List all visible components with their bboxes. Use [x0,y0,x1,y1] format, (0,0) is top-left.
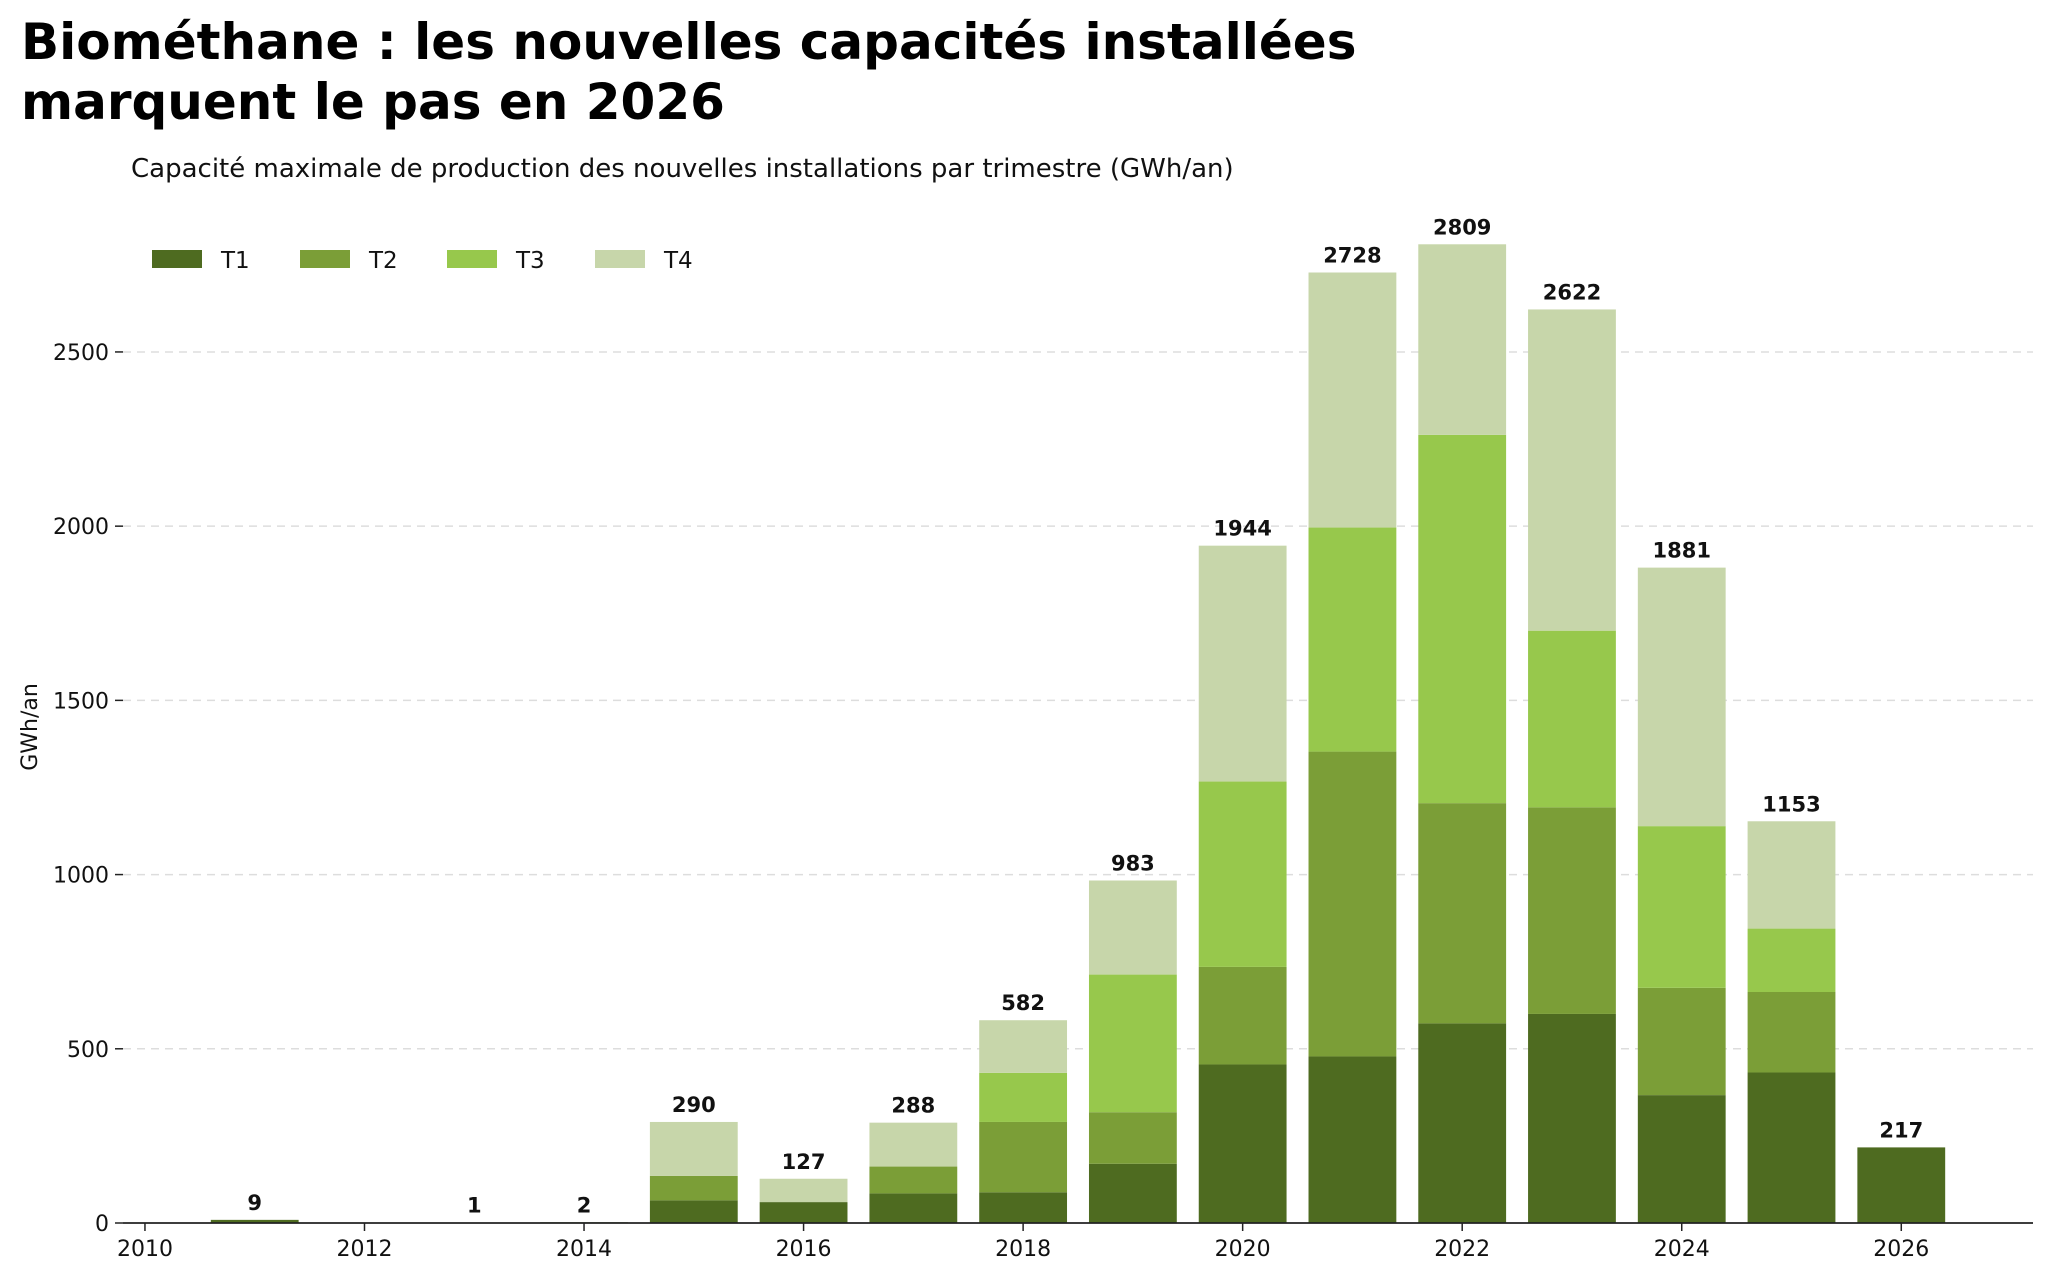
y-tick-label: 2000 [53,515,109,540]
bar-segment-t4 [1747,821,1836,929]
x-tick-label: 2018 [995,1237,1051,1262]
x-tick-label: 2016 [776,1237,832,1262]
total-value-label: 2809 [1433,215,1491,239]
chart-title: Biométhane : les nouvelles capacités ins… [21,12,1521,132]
axes: 0 500 1000 1500 2000 2500 2010 2012 2014 2016 2018… [53,341,2033,1262]
bar-segment-t1 [869,1193,958,1223]
bar-segment-t1 [1528,1013,1616,1223]
legend-swatch-t3 [447,250,497,268]
x-tick-label: 2014 [556,1237,612,1262]
bar-segment-t2 [1747,991,1836,1073]
x-tick-label: 2024 [1654,1237,1710,1262]
chart-title-line-2: marquent le pas en 2026 [21,73,725,131]
bar-segment-t2 [1308,751,1397,1057]
y-tick-label: 1500 [53,689,109,714]
x-tick-label: 2020 [1215,1237,1271,1262]
bar-segment-t2 [1418,803,1507,1024]
total-value-label: 127 [782,1150,826,1174]
bar-segment-t1 [979,1192,1068,1223]
total-value-label: 2622 [1543,280,1601,304]
legend-swatch-t1 [152,250,202,268]
bar-segment-t4 [1418,244,1507,435]
bar-segment-t2 [649,1175,738,1201]
legend-label-t4: T4 [663,248,693,274]
chart-subtitle: Capacité maximale de production des nouv… [131,154,1234,184]
x-tick-label: 2010 [117,1237,173,1262]
bar-segment-t2 [1528,807,1616,1014]
bar-segment-t4 [649,1121,738,1176]
gridlines [123,351,2033,1050]
y-tick-label: 500 [67,1038,109,1063]
bar-segment-t3 [1418,434,1507,804]
y-tick-label: 2500 [53,341,109,366]
bar-segment-t3 [1747,928,1836,992]
bar-segment-t3 [1637,826,1726,988]
bar-segment-t1 [1747,1072,1836,1223]
bar-segment-t1 [1308,1056,1397,1223]
total-value-labels: 9 1 2 290 127 288 582 983 1944 2728 2809 2622 1881 11… [247,215,1923,1217]
bar-segment-t1 [759,1202,848,1223]
bar-segment-t2 [979,1121,1068,1193]
legend: T1 T2 T3 T4 [152,248,693,274]
bar-segment-t4 [1528,309,1616,631]
bar-segment-t1 [1857,1147,1946,1223]
y-tick-label: 1000 [53,864,109,889]
x-tick-label: 2026 [1873,1237,1929,1262]
bar-segment-t3 [1088,974,1177,1113]
legend-label-t3: T3 [515,248,545,274]
legend-label-t1: T1 [220,248,250,274]
bar-segment-t4 [1198,545,1287,782]
x-tick-label: 2022 [1434,1237,1490,1262]
total-value-label: 1881 [1653,539,1711,563]
total-value-label: 2 [577,1193,592,1217]
total-value-label: 288 [891,1094,935,1118]
total-value-label: 1 [467,1194,482,1218]
bar-segment-t1 [1088,1163,1177,1223]
bar-segment-t1 [1198,1064,1287,1223]
chart-title-line-1: Biométhane : les nouvelles capacités ins… [21,13,1357,71]
bar-segment-t4 [759,1178,848,1203]
bar-segment-t3 [979,1072,1068,1122]
y-tick-label: 0 [95,1212,109,1237]
bar-segment-t3 [1528,630,1616,808]
bar-segment-t3 [1198,781,1287,967]
bar-segment-t2 [1637,987,1726,1096]
total-value-label: 1944 [1213,517,1271,541]
bar-segment-t2 [1198,966,1287,1065]
total-value-label: 290 [672,1093,716,1117]
bar-segment-t1 [1418,1023,1507,1223]
bars [210,244,1946,1224]
total-value-label: 217 [1879,1118,1923,1142]
bar-segment-t1 [1637,1095,1726,1223]
y-axis-label: GWh/an [18,683,43,771]
bar-segment-t3 [1308,527,1397,752]
total-value-label: 582 [1001,991,1045,1015]
legend-label-t2: T2 [368,248,398,274]
total-value-label: 2728 [1323,244,1381,268]
bar-segment-t2 [1088,1112,1177,1164]
x-tick-label: 2012 [336,1237,392,1262]
total-value-label: 9 [247,1191,262,1215]
bar-segment-t1 [649,1200,738,1223]
bar-segment-t4 [1088,880,1177,975]
total-value-label: 983 [1111,852,1155,876]
bar-segment-t4 [1308,272,1397,528]
bar-segment-t4 [979,1020,1068,1073]
total-value-label: 1153 [1762,792,1820,816]
bar-segment-t1 [210,1219,299,1223]
bar-segment-t4 [869,1122,958,1167]
legend-swatch-t4 [595,250,645,268]
bar-segment-t4 [1637,567,1726,827]
legend-swatch-t2 [300,250,350,268]
bar-segment-t2 [869,1166,958,1194]
